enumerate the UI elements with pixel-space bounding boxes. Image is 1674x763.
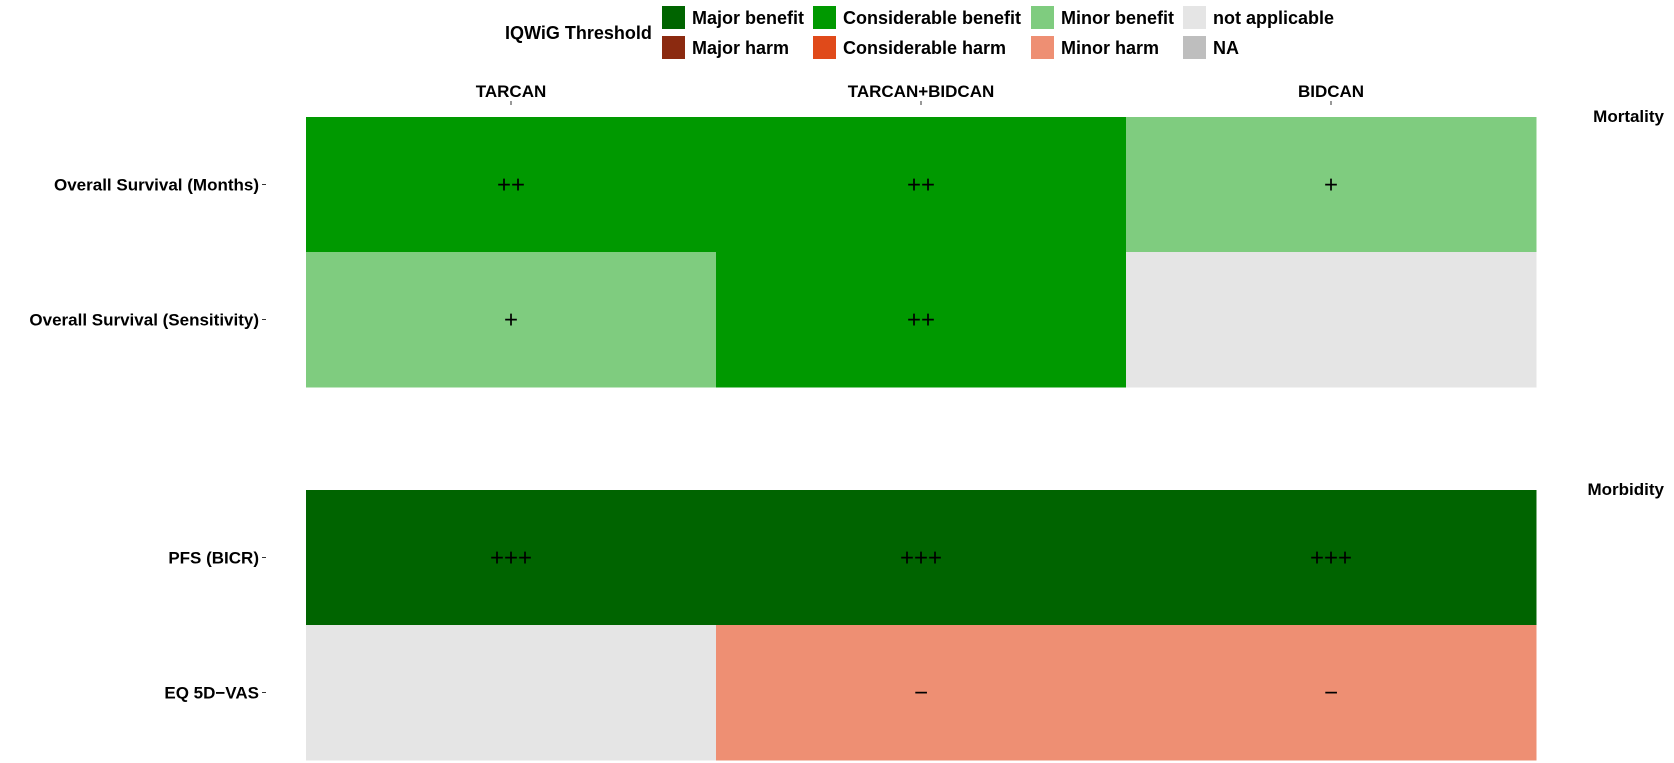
heatmap-cell — [716, 252, 1127, 388]
legend-label-considerable-harm: Considerable harm — [843, 38, 1006, 58]
cell-symbol: + — [1324, 172, 1338, 199]
heatmap-cell — [306, 625, 717, 761]
legend-label-minor-harm: Minor harm — [1061, 38, 1159, 58]
legend-key-major-harm — [662, 36, 685, 59]
heatmap-cell — [1126, 625, 1537, 761]
legend-label-considerable-benefit: Considerable benefit — [843, 8, 1021, 28]
cell-symbol: ++ — [497, 172, 525, 199]
cell-symbol: ++ — [907, 172, 935, 199]
legend-key-minor-harm — [1031, 36, 1054, 59]
cell-symbol: +++ — [1310, 545, 1352, 572]
legend-key-not-applicable — [1183, 6, 1206, 29]
row-label: EQ 5D−VAS — [164, 684, 259, 703]
row-label: Overall Survival (Months) — [54, 176, 259, 195]
legend-label-not-applicable: not applicable — [1213, 8, 1334, 28]
legend-key-considerable-benefit — [813, 6, 836, 29]
heatmap-cell — [306, 490, 717, 626]
panel-label: Morbidity — [1588, 480, 1665, 499]
column-label: TARCAN+BIDCAN — [848, 82, 995, 101]
cell-symbol: +++ — [900, 545, 942, 572]
row-label: Overall Survival (Sensitivity) — [29, 311, 259, 330]
heatmap-cell — [306, 252, 717, 388]
legend-key-major-benefit — [662, 6, 685, 29]
column-label: BIDCAN — [1298, 82, 1364, 101]
legend-label-major-harm: Major harm — [692, 38, 789, 58]
heatmap-cell — [716, 490, 1127, 626]
panel-label: Mortality — [1593, 107, 1664, 126]
row-label: PFS (BICR) — [168, 549, 259, 568]
heatmap-cell — [1126, 490, 1537, 626]
legend-title: IQWiG Threshold — [505, 23, 652, 43]
heatmap-cell — [716, 117, 1127, 253]
legend-label-na: NA — [1213, 38, 1239, 58]
cell-symbol: − — [914, 680, 928, 707]
cell-symbol: + — [504, 307, 518, 334]
legend-label-major-benefit: Major benefit — [692, 8, 804, 28]
legend-label-minor-benefit: Minor benefit — [1061, 8, 1174, 28]
legend-key-minor-benefit — [1031, 6, 1054, 29]
column-label: TARCAN — [476, 82, 547, 101]
heatmap-cell — [716, 625, 1127, 761]
heatmap-cell — [1126, 117, 1537, 253]
legend-key-considerable-harm — [813, 36, 836, 59]
cell-symbol: +++ — [490, 545, 532, 572]
cell-symbol: − — [1324, 680, 1338, 707]
heatmap-cell — [306, 117, 717, 253]
heatmap-cell — [1126, 252, 1537, 388]
legend-key-na — [1183, 36, 1206, 59]
cell-symbol: ++ — [907, 307, 935, 334]
